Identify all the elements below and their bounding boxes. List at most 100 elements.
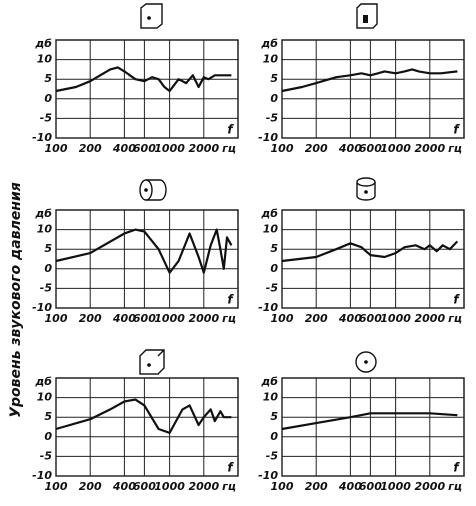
y-tick-label: 0	[44, 430, 52, 443]
y-tick-label: -5	[266, 449, 279, 462]
x-tick-label: 200	[305, 312, 328, 325]
x-axis-unit: гц	[222, 142, 236, 155]
x-axis-unit: гц	[448, 480, 462, 493]
plot-frame	[55, 377, 239, 477]
x-tick-label: 400	[338, 142, 362, 155]
x-tick-label: 100	[45, 142, 68, 155]
y-tick-label: 10	[37, 223, 53, 236]
plot-frame	[281, 209, 465, 309]
y-tick-label: 5	[270, 72, 278, 85]
y-tick-label: -10	[32, 131, 52, 144]
y-tick-label: 10	[263, 53, 279, 66]
response-curve	[281, 412, 458, 431]
x-tick-label: 1000	[380, 312, 411, 325]
y-tick-label: 5	[270, 242, 278, 255]
x-tick-label: 200	[79, 312, 102, 325]
y-tick-label: -10	[32, 469, 52, 482]
x-axis-unit: гц	[222, 312, 236, 325]
y-tick-label: 10	[37, 391, 53, 404]
annotation: f	[227, 123, 234, 137]
x-tick-label: 2000	[188, 142, 219, 155]
annotation: f	[453, 461, 460, 475]
x-tick-label: 100	[271, 142, 294, 155]
x-tick-label: 100	[45, 312, 68, 325]
x-tick-label: 1000	[380, 480, 411, 493]
y-tick-label: -10	[32, 301, 52, 314]
icon-cylinder-v	[356, 177, 376, 201]
x-tick-label: 200	[305, 480, 328, 493]
x-tick-label: 100	[271, 480, 294, 493]
x-tick-label: 400	[112, 480, 136, 493]
y-tick-label: 10	[263, 223, 279, 236]
x-tick-label: 2000	[188, 312, 219, 325]
x-tick-label: 2000	[188, 480, 219, 493]
response-curve	[281, 68, 458, 93]
icon-cylinder-h	[139, 179, 167, 201]
x-tick-label: 2000	[414, 312, 445, 325]
x-tick-label: 2000	[414, 480, 445, 493]
y-axis-label: дб	[260, 37, 278, 50]
y-tick-label: -5	[266, 111, 279, 124]
y-tick-label: -5	[40, 449, 53, 462]
y-tick-label: 5	[270, 410, 278, 423]
y-tick-label: 5	[44, 410, 52, 423]
y-tick-label: -10	[258, 131, 278, 144]
annotation: f	[453, 123, 460, 137]
y-axis-label: дб	[34, 375, 52, 388]
x-tick-label: 200	[305, 142, 328, 155]
y-tick-label: 10	[37, 53, 53, 66]
x-axis-unit: гц	[448, 142, 462, 155]
x-tick-label: 100	[45, 480, 68, 493]
y-tick-label: 5	[44, 242, 52, 255]
x-tick-label: 600	[359, 312, 382, 325]
y-tick-label: -5	[40, 111, 53, 124]
y-tick-label: 0	[270, 430, 278, 443]
x-tick-label: 400	[112, 312, 136, 325]
x-tick-label: 600	[133, 142, 156, 155]
plot-frame	[55, 209, 239, 309]
x-tick-label: 400	[338, 480, 362, 493]
y-tick-label: 0	[270, 92, 278, 105]
x-tick-label: 400	[338, 312, 362, 325]
plot-frame	[281, 377, 465, 477]
x-tick-label: 200	[79, 480, 102, 493]
response-curve	[281, 240, 459, 263]
y-tick-label: 0	[44, 262, 52, 275]
icon-sphere	[355, 351, 377, 373]
y-tick-label: 0	[270, 262, 278, 275]
x-tick-label: 600	[133, 480, 156, 493]
x-tick-label: 1000	[154, 312, 185, 325]
x-tick-label: 200	[79, 142, 102, 155]
annotation: f	[227, 461, 234, 475]
response-curve	[55, 228, 233, 274]
x-tick-label: 600	[133, 312, 156, 325]
icon-box-side	[356, 3, 378, 29]
icon-cube	[139, 349, 165, 375]
y-tick-label: 0	[44, 92, 52, 105]
plot-frame	[55, 39, 239, 139]
y-tick-label: -5	[40, 281, 53, 294]
icon-box-front	[140, 3, 163, 29]
x-tick-label: 400	[112, 142, 136, 155]
side-label: Уровень звукового давления	[8, 182, 24, 418]
x-tick-label: 1000	[154, 142, 185, 155]
response-curve	[55, 66, 232, 93]
y-tick-label: -10	[258, 301, 278, 314]
y-axis-label: дб	[260, 375, 278, 388]
x-tick-label: 100	[271, 312, 294, 325]
plot-frame	[281, 39, 465, 139]
x-axis-unit: гц	[222, 480, 236, 493]
y-axis-label: дб	[34, 37, 52, 50]
y-tick-label: -10	[258, 469, 278, 482]
x-tick-label: 600	[359, 142, 382, 155]
x-tick-label: 1000	[154, 480, 185, 493]
y-axis-label: дб	[34, 207, 52, 220]
response-curve	[55, 398, 232, 434]
annotation: f	[453, 293, 460, 307]
x-tick-label: 2000	[414, 142, 445, 155]
y-axis-label: дб	[260, 207, 278, 220]
y-tick-label: 10	[263, 391, 279, 404]
x-tick-label: 1000	[380, 142, 411, 155]
y-tick-label: -5	[266, 281, 279, 294]
